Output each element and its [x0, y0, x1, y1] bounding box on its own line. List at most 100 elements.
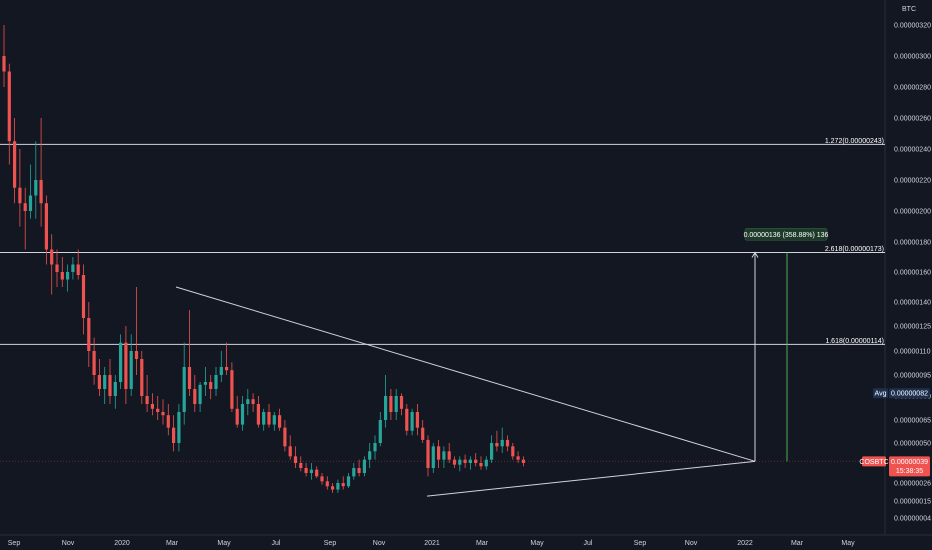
candle-body — [235, 408, 239, 425]
candle-body — [145, 396, 149, 404]
candle-body — [304, 468, 308, 473]
candle-body — [431, 446, 435, 468]
candle-body — [13, 141, 17, 188]
avg-tag-box — [873, 388, 888, 399]
candle-body — [23, 203, 27, 211]
y-tick-label: 0.00000140 — [894, 300, 931, 307]
candle-body — [437, 446, 441, 460]
candle-body — [150, 404, 154, 409]
candle-body — [415, 412, 419, 428]
triangle-upper-trendline[interactable] — [175, 286, 756, 462]
candle-body — [468, 459, 472, 463]
candle-body — [368, 451, 372, 460]
candle-body — [219, 367, 223, 375]
avg-tag-label: Avg — [875, 391, 887, 398]
candle-body — [521, 459, 525, 463]
x-tick-label: Jul — [272, 540, 281, 547]
candle-body — [203, 382, 207, 385]
candle-body — [288, 446, 292, 457]
x-tick-label: Mar — [166, 540, 179, 547]
last-price-box — [889, 456, 930, 477]
last-price-label: 0.00000039 — [891, 459, 928, 466]
candle-body — [399, 396, 404, 409]
candle-body — [28, 195, 33, 211]
x-tick-label: Nov — [62, 540, 75, 547]
candle-body — [516, 456, 520, 460]
candle-body — [103, 375, 107, 389]
candle-body — [352, 468, 356, 477]
candle-body — [362, 459, 366, 473]
candle-body — [389, 396, 393, 412]
candle-body — [490, 443, 494, 460]
x-tick-label: Sep — [324, 540, 337, 547]
fib-level-label: 2.618(0.00000173) — [825, 246, 884, 253]
candle-body — [341, 483, 345, 487]
x-tick-label: Nov — [373, 540, 386, 547]
candle-body — [484, 459, 488, 467]
candle-body — [140, 359, 144, 396]
candle-body — [108, 375, 112, 396]
candle-body — [55, 264, 59, 272]
candle-body — [278, 415, 282, 428]
candle-body — [410, 412, 414, 431]
candle-body — [357, 468, 361, 473]
candle-body — [495, 443, 499, 447]
candle-body — [18, 187, 22, 204]
candle-body — [50, 249, 54, 265]
fib-level-label: 1.618(0.00000114) — [825, 338, 884, 345]
avg-price-label: 0.00000082 — [891, 391, 928, 398]
candle-body — [315, 469, 319, 477]
candle-body — [81, 275, 86, 318]
candle-body — [39, 180, 43, 204]
x-tick-label: 2020 — [114, 540, 130, 547]
candle-body — [452, 459, 457, 465]
candle-body — [394, 396, 398, 412]
measure-label: 0.00000136 (358.88%) 136 — [744, 232, 829, 239]
x-tick-label: Sep — [8, 540, 21, 547]
candle-body — [500, 439, 504, 447]
y-tick-label: 0.00000110 — [894, 349, 931, 356]
y-tick-label: 0.00000260 — [894, 116, 931, 123]
measure-label-box — [744, 227, 828, 241]
candle-body — [214, 375, 218, 389]
candle-body — [272, 415, 276, 425]
candle-body — [198, 384, 202, 404]
countdown-label: 15:38:35 — [896, 468, 923, 475]
candle-body — [246, 399, 250, 404]
candle-body — [97, 375, 101, 389]
candle-body — [309, 469, 313, 473]
candle-body — [230, 370, 234, 409]
y-tick-label: 0.00000004 — [894, 516, 931, 523]
candle-body — [463, 459, 467, 463]
candle-body — [320, 476, 324, 482]
symbol-tag-box — [862, 456, 886, 467]
x-tick-label: Nov — [685, 540, 698, 547]
y-tick-label: 0.00000220 — [894, 178, 931, 185]
candle-body — [182, 367, 186, 412]
candle-body — [113, 382, 117, 396]
y-tick-label: 0.00000200 — [894, 209, 931, 216]
candle-body — [283, 427, 287, 447]
candle-body — [325, 481, 329, 487]
candle-body — [60, 272, 64, 280]
candle-body — [225, 367, 229, 371]
y-tick-label: 0.00000160 — [894, 270, 931, 277]
currency-label: BTC — [902, 6, 916, 13]
candle-body — [209, 382, 213, 389]
y-tick-label: 0.00000180 — [894, 240, 931, 247]
candle-body — [384, 396, 388, 420]
candle-body — [7, 71, 11, 142]
x-tick-label: May — [841, 540, 855, 547]
symbol-tag-label: COSBTC — [859, 459, 888, 466]
y-tick-label: 0.00000026 — [894, 481, 931, 488]
y-tick-label: 0.00000300 — [894, 54, 931, 61]
candle-body — [421, 427, 425, 440]
candle-body — [187, 367, 192, 389]
candle-body — [177, 412, 181, 443]
candle-body — [299, 463, 303, 468]
y-tick-label: 0.00000320 — [894, 23, 931, 30]
triangle-lower-trendline[interactable] — [426, 460, 756, 497]
candle-body — [172, 427, 176, 443]
candle-body — [92, 351, 96, 375]
